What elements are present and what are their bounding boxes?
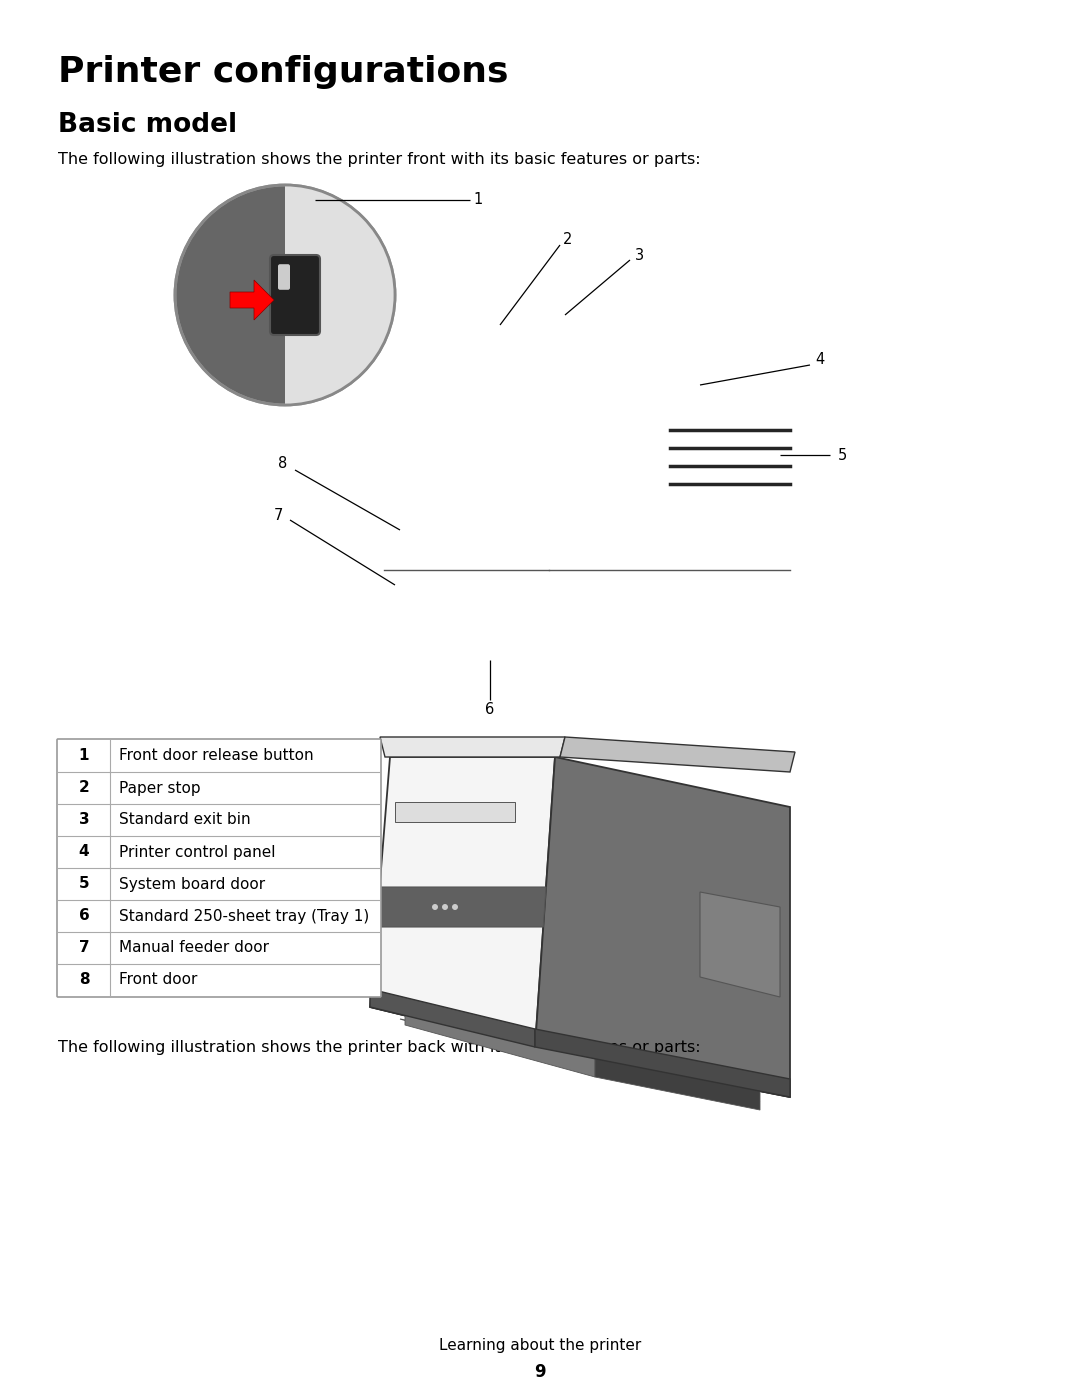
Text: 9: 9 (535, 1363, 545, 1382)
Polygon shape (370, 989, 535, 1046)
Text: 1: 1 (79, 749, 90, 764)
Text: Printer configurations: Printer configurations (58, 54, 509, 89)
Text: Standard 250-sheet tray (Tray 1): Standard 250-sheet tray (Tray 1) (119, 908, 369, 923)
Text: Front door: Front door (119, 972, 198, 988)
Polygon shape (405, 1000, 595, 1077)
Polygon shape (370, 757, 555, 1046)
Text: 3: 3 (79, 813, 90, 827)
Text: 6: 6 (485, 703, 495, 718)
Polygon shape (380, 738, 565, 757)
Text: 7: 7 (273, 507, 283, 522)
Text: Learning about the printer: Learning about the printer (438, 1338, 642, 1354)
Text: Basic model: Basic model (58, 112, 238, 138)
Text: 4: 4 (79, 845, 90, 859)
Text: System board door: System board door (119, 876, 265, 891)
Polygon shape (370, 1007, 789, 1097)
Text: 4: 4 (815, 352, 825, 367)
Polygon shape (377, 887, 546, 928)
FancyBboxPatch shape (270, 256, 320, 335)
Text: The following illustration shows the printer back with its basic features or par: The following illustration shows the pri… (58, 1039, 701, 1055)
Circle shape (175, 184, 395, 405)
Text: Standard exit bin: Standard exit bin (119, 813, 251, 827)
Text: 5: 5 (837, 447, 847, 462)
Circle shape (453, 904, 458, 909)
Polygon shape (230, 279, 274, 320)
Polygon shape (535, 757, 789, 1097)
Circle shape (442, 904, 448, 909)
Text: 2: 2 (564, 232, 572, 247)
Text: Front door release button: Front door release button (119, 749, 313, 764)
Polygon shape (285, 184, 395, 405)
FancyBboxPatch shape (57, 739, 381, 997)
Text: 8: 8 (79, 972, 90, 988)
Circle shape (432, 904, 438, 909)
Text: Printer control panel: Printer control panel (119, 845, 275, 859)
Text: Manual feeder door: Manual feeder door (119, 940, 269, 956)
Text: Paper stop: Paper stop (119, 781, 201, 795)
Polygon shape (561, 738, 795, 773)
Text: 6: 6 (79, 908, 90, 923)
Text: 8: 8 (279, 455, 287, 471)
Text: 7: 7 (79, 940, 90, 956)
Text: 1: 1 (473, 193, 483, 208)
Polygon shape (400, 1018, 760, 1102)
Polygon shape (395, 802, 515, 821)
Text: 2: 2 (79, 781, 90, 795)
Text: The following illustration shows the printer front with its basic features or pa: The following illustration shows the pri… (58, 152, 701, 168)
Text: 5: 5 (79, 876, 90, 891)
Polygon shape (595, 1052, 760, 1111)
Polygon shape (535, 1030, 789, 1097)
FancyBboxPatch shape (278, 264, 291, 289)
Text: 3: 3 (635, 247, 645, 263)
Polygon shape (700, 893, 780, 997)
